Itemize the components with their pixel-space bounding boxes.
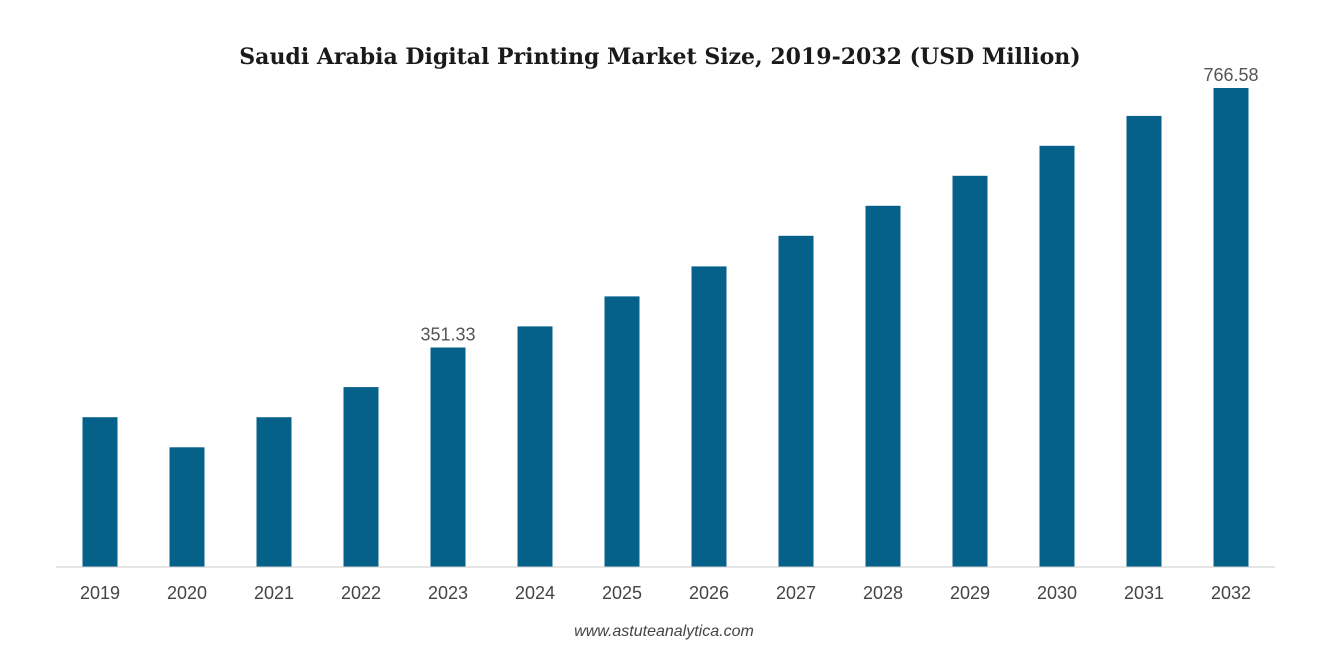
x-tick-2029: 2029 xyxy=(950,583,990,603)
bar-2028 xyxy=(865,205,901,568)
bar-2024 xyxy=(517,326,553,567)
x-tick-2026: 2026 xyxy=(689,583,729,603)
x-tick-2025: 2025 xyxy=(602,583,642,603)
x-tick-2028: 2028 xyxy=(863,583,903,603)
bar-2021 xyxy=(256,417,292,567)
x-tick-2023: 2023 xyxy=(428,583,468,603)
x-tick-2031: 2031 xyxy=(1124,583,1164,603)
bar-2026 xyxy=(691,266,727,567)
data-labels: 351.33 766.58 xyxy=(420,65,1258,345)
x-tick-labels: 2019 2020 2021 2022 2023 2024 2025 2026 2027 2028… xyxy=(80,583,1251,603)
bar-2030 xyxy=(1039,145,1075,568)
chart-title: Saudi Arabia Digital Printing Market Siz… xyxy=(239,44,1080,70)
source-watermark: www.astuteanalytica.com xyxy=(574,623,754,640)
bar-2023 xyxy=(430,347,466,567)
bar-2031 xyxy=(1126,115,1162,568)
x-tick-2024: 2024 xyxy=(515,583,555,603)
x-tick-2021: 2021 xyxy=(254,583,294,603)
data-label-2023: 351.33 xyxy=(420,325,475,345)
bar-2022 xyxy=(343,387,379,567)
x-tick-2022: 2022 xyxy=(341,583,381,603)
x-tick-2019: 2019 xyxy=(80,583,120,603)
bar-2020 xyxy=(169,447,205,567)
data-label-2032: 766.58 xyxy=(1203,65,1258,85)
x-tick-2032: 2032 xyxy=(1211,583,1251,603)
bar-2025 xyxy=(604,296,640,567)
x-tick-2030: 2030 xyxy=(1037,583,1077,603)
bar-2032 xyxy=(1213,88,1249,567)
bar-2029 xyxy=(952,175,988,568)
x-tick-2027: 2027 xyxy=(776,583,816,603)
bars-layer xyxy=(82,88,1249,568)
x-tick-2020: 2020 xyxy=(167,583,207,603)
bar-2019 xyxy=(82,417,118,567)
bar-2027 xyxy=(778,235,814,568)
